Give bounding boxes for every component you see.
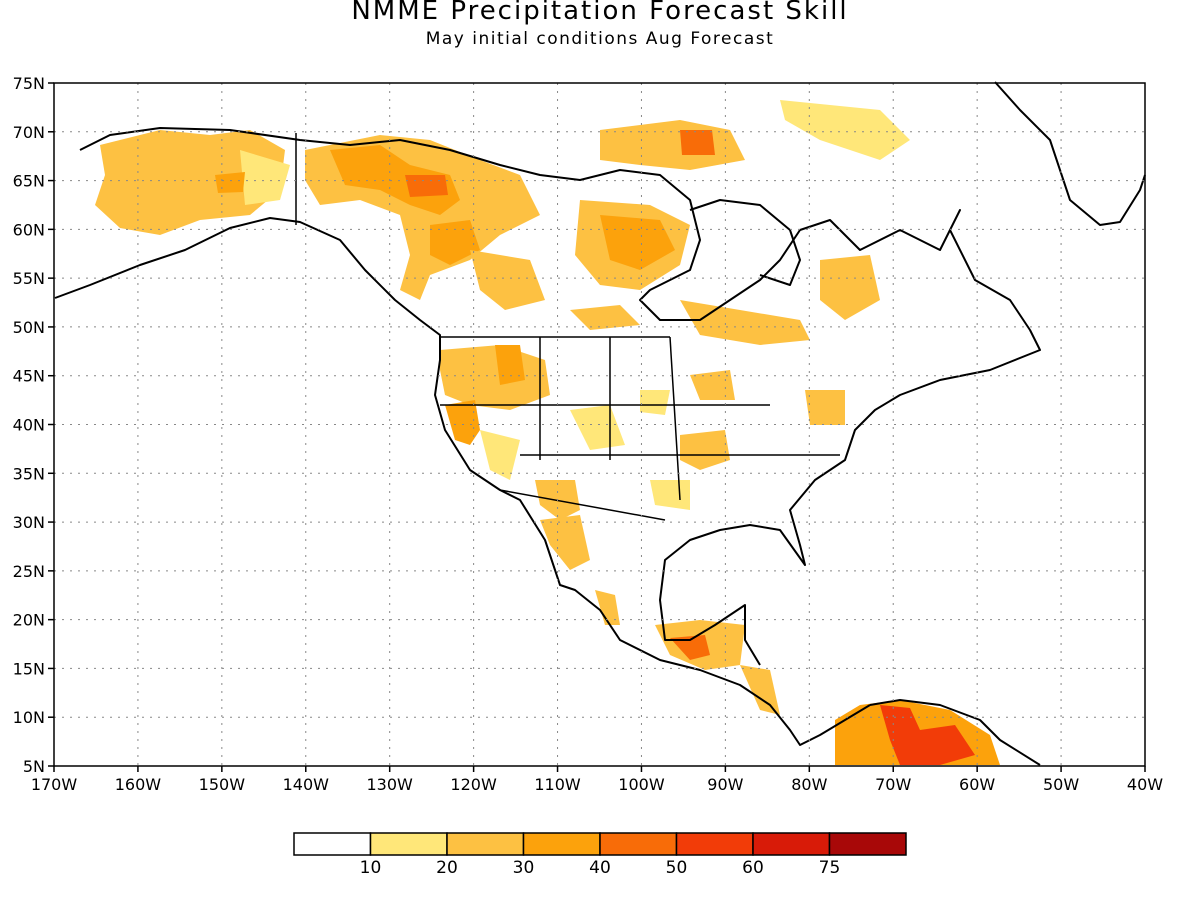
lat-label: 15N bbox=[13, 659, 45, 678]
coastlines bbox=[54, 81, 1146, 766]
skill-area-arctic-north bbox=[600, 120, 745, 170]
skill-area-prairies bbox=[570, 305, 640, 330]
lon-label: 110W bbox=[534, 775, 581, 794]
colorbar-label: 75 bbox=[819, 858, 841, 878]
lon-label: 120W bbox=[450, 775, 497, 794]
skill-area-venezuela-core bbox=[880, 705, 975, 765]
coastline-alaska-north-america bbox=[54, 217, 871, 746]
lon-label: 80W bbox=[791, 775, 827, 794]
coastline-greenland bbox=[994, 81, 1146, 226]
lon-label: 150W bbox=[199, 775, 246, 794]
state-line-3 bbox=[669, 336, 681, 501]
lon-label: 40W bbox=[1127, 775, 1163, 794]
skill-area-mississippi bbox=[680, 430, 730, 470]
map-title: NMME Precipitation Forecast Skill bbox=[351, 0, 849, 26]
colorbar-label: 40 bbox=[589, 858, 611, 878]
lon-label: 50W bbox=[1043, 775, 1079, 794]
lon-label: 130W bbox=[367, 775, 414, 794]
skill-area-alaska-inner bbox=[240, 150, 290, 205]
colorbar-swatch bbox=[752, 832, 831, 856]
map-grid bbox=[54, 83, 1145, 766]
coastline-hudson bbox=[689, 199, 801, 286]
lat-label: 45N bbox=[13, 367, 45, 386]
lat-label: 30N bbox=[13, 513, 45, 532]
colorbar-swatch bbox=[446, 832, 525, 856]
skill-area-pacific-nw bbox=[440, 345, 550, 410]
colorbar-swatch bbox=[293, 832, 372, 856]
border-us-mexico bbox=[499, 489, 666, 521]
skill-area-alberta bbox=[470, 250, 545, 310]
colorbar-swatch bbox=[522, 832, 601, 856]
colorbar-swatch bbox=[369, 832, 448, 856]
skill-area-mid-atlantic bbox=[805, 390, 845, 425]
coastline-east bbox=[659, 209, 1041, 666]
lon-label: 70W bbox=[875, 775, 911, 794]
lon-label: 100W bbox=[618, 775, 665, 794]
map-subtitle: May initial conditions Aug Forecast bbox=[425, 29, 775, 49]
skill-area-gulf-coast bbox=[650, 480, 690, 510]
political-boundaries bbox=[295, 133, 840, 521]
skill-area-quebec-south bbox=[680, 300, 810, 345]
colorbar-label: 60 bbox=[742, 858, 764, 878]
skill-area-baffin bbox=[780, 100, 910, 160]
skill-area-california bbox=[445, 400, 480, 445]
lat-label: 50N bbox=[13, 318, 45, 337]
skill-area-alaska-max bbox=[215, 172, 245, 193]
skill-area-plains bbox=[640, 390, 670, 415]
lon-labels: 170W 160W 150W 140W 130W 120W 110W 100W 90W 80W 70… bbox=[31, 766, 1163, 794]
lat-label: 60N bbox=[13, 220, 45, 239]
skill-area-yucatan-core bbox=[670, 635, 710, 660]
coastline-south-america bbox=[869, 699, 1041, 766]
skill-area-bc-north bbox=[430, 220, 480, 265]
skill-area-hudson-core bbox=[600, 215, 675, 270]
lat-labels: 75N 70N 65N 60N 55N 50N 45N 40N 35N 30N 25N 20N 15N 1… bbox=[13, 74, 54, 776]
lat-label: 35N bbox=[13, 464, 45, 483]
skill-area-central-america bbox=[740, 665, 780, 715]
lon-label: 160W bbox=[115, 775, 162, 794]
lat-label: 10N bbox=[13, 708, 45, 727]
skill-area-nwt-max bbox=[405, 175, 448, 197]
skill-shading bbox=[95, 100, 1000, 765]
lat-label: 55N bbox=[13, 269, 45, 288]
skill-area-alaska bbox=[95, 130, 285, 235]
skill-area-midwest bbox=[690, 370, 735, 400]
lat-label: 40N bbox=[13, 416, 45, 435]
lat-label: 75N bbox=[13, 74, 45, 93]
lat-label: 70N bbox=[13, 123, 45, 142]
colorbar-swatch bbox=[828, 832, 907, 856]
lon-label: 90W bbox=[707, 775, 743, 794]
skill-area-west-mexico bbox=[595, 590, 620, 625]
colorbar-label: 20 bbox=[436, 858, 458, 878]
coastline-arctic bbox=[79, 127, 801, 321]
lat-label: 5N bbox=[23, 757, 45, 776]
lat-label: 20N bbox=[13, 611, 45, 630]
skill-area-great-basin bbox=[480, 430, 520, 480]
colorbar-label: 50 bbox=[666, 858, 688, 878]
colorbar: 10 20 30 40 50 60 75 bbox=[293, 832, 907, 878]
lon-label: 140W bbox=[283, 775, 330, 794]
colorbar-label: 30 bbox=[513, 858, 535, 878]
lon-label: 60W bbox=[959, 775, 995, 794]
skill-area-idaho bbox=[495, 345, 525, 385]
skill-area-colorado bbox=[570, 405, 625, 450]
skill-area-baja bbox=[540, 515, 590, 570]
skill-area-labrador bbox=[820, 255, 880, 320]
lon-label: 170W bbox=[31, 775, 78, 794]
skill-area-arctic-core bbox=[680, 130, 715, 155]
colorbar-swatch bbox=[675, 832, 754, 856]
colorbar-swatch bbox=[599, 832, 678, 856]
colorbar-label: 10 bbox=[360, 858, 382, 878]
lat-label: 65N bbox=[13, 172, 45, 191]
lat-label: 25N bbox=[13, 562, 45, 581]
skill-area-nwt-core bbox=[330, 145, 460, 215]
